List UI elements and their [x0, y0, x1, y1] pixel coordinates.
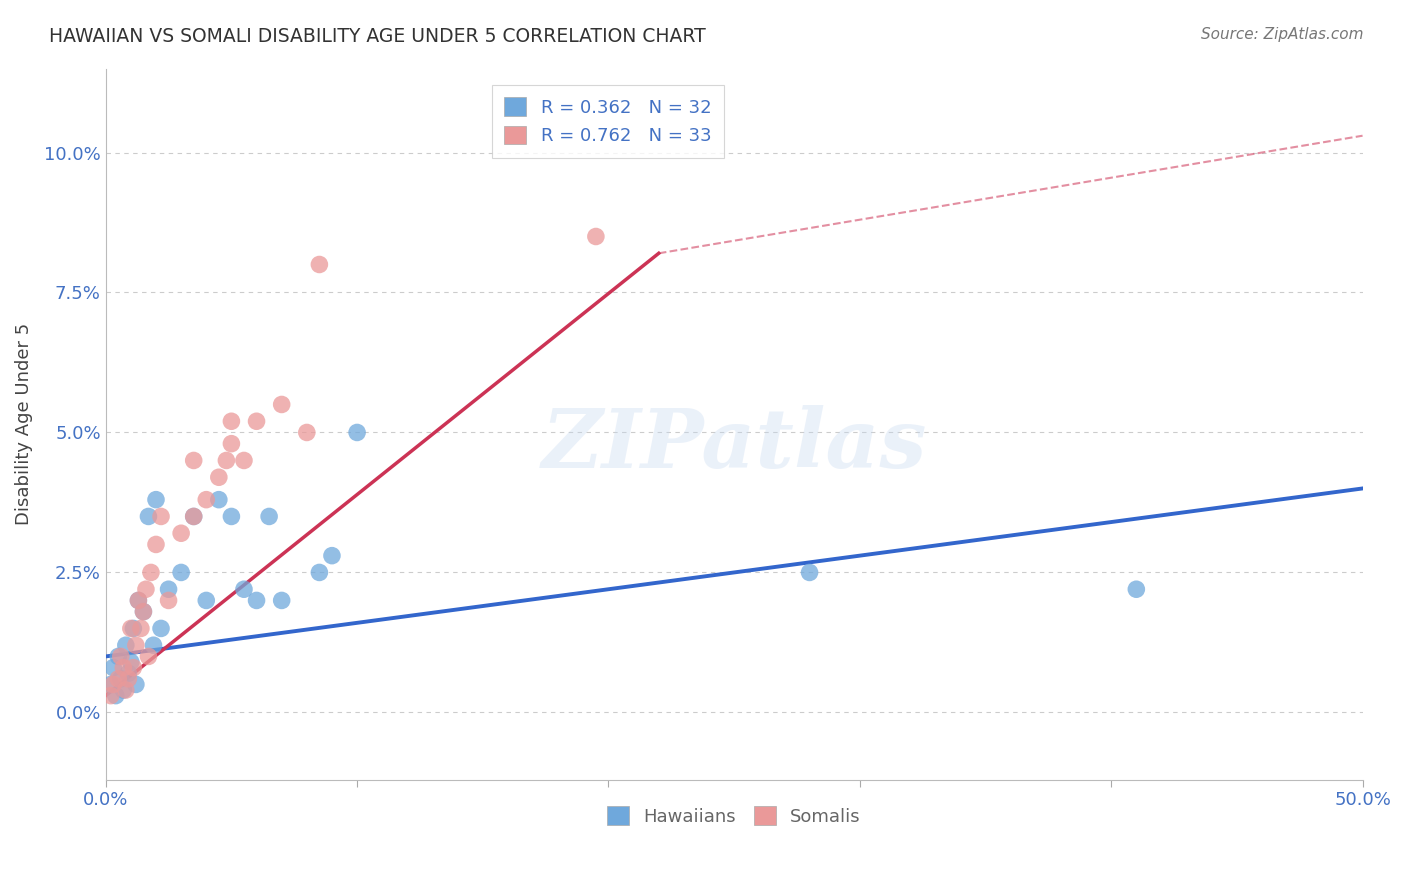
Point	[270, 593, 292, 607]
Point	[138, 509, 160, 524]
Point	[104, 689, 127, 703]
Point	[308, 566, 330, 580]
Point	[157, 593, 180, 607]
Point	[157, 582, 180, 597]
Point	[150, 509, 173, 524]
Text: Source: ZipAtlas.com: Source: ZipAtlas.com	[1201, 27, 1364, 42]
Point	[215, 453, 238, 467]
Point	[145, 537, 167, 551]
Point	[221, 436, 243, 450]
Point	[233, 453, 256, 467]
Point	[346, 425, 368, 440]
Y-axis label: Disability Age Under 5: Disability Age Under 5	[15, 323, 32, 525]
Point	[233, 582, 256, 597]
Point	[122, 660, 145, 674]
Point	[208, 470, 231, 484]
Point	[132, 605, 155, 619]
Point	[221, 509, 243, 524]
Legend: Hawaiians, Somalis: Hawaiians, Somalis	[599, 797, 870, 835]
Point	[114, 638, 136, 652]
Point	[585, 229, 607, 244]
Point	[103, 660, 125, 674]
Point	[257, 509, 280, 524]
Point	[129, 622, 152, 636]
Point	[110, 649, 132, 664]
Point	[100, 689, 122, 703]
Point	[183, 453, 205, 467]
Point	[117, 672, 139, 686]
Point	[112, 683, 135, 698]
Point	[120, 622, 142, 636]
Point	[127, 593, 149, 607]
Point	[135, 582, 157, 597]
Point	[120, 655, 142, 669]
Point	[221, 414, 243, 428]
Point	[295, 425, 318, 440]
Point	[103, 677, 125, 691]
Point	[125, 638, 148, 652]
Point	[145, 492, 167, 507]
Point	[321, 549, 343, 563]
Point	[114, 683, 136, 698]
Point	[117, 666, 139, 681]
Point	[270, 397, 292, 411]
Point	[110, 672, 132, 686]
Point	[799, 566, 821, 580]
Point	[195, 593, 218, 607]
Point	[170, 526, 193, 541]
Text: HAWAIIAN VS SOMALI DISABILITY AGE UNDER 5 CORRELATION CHART: HAWAIIAN VS SOMALI DISABILITY AGE UNDER …	[49, 27, 706, 45]
Point	[183, 509, 205, 524]
Point	[125, 677, 148, 691]
Point	[308, 258, 330, 272]
Point	[170, 566, 193, 580]
Point	[142, 638, 165, 652]
Point	[107, 649, 129, 664]
Point	[183, 509, 205, 524]
Point	[245, 414, 267, 428]
Point	[132, 605, 155, 619]
Point	[100, 677, 122, 691]
Point	[122, 622, 145, 636]
Text: ZIPatlas: ZIPatlas	[541, 405, 927, 485]
Point	[127, 593, 149, 607]
Point	[138, 649, 160, 664]
Point	[139, 566, 162, 580]
Point	[195, 492, 218, 507]
Point	[1125, 582, 1147, 597]
Point	[245, 593, 267, 607]
Point	[208, 492, 231, 507]
Point	[107, 672, 129, 686]
Point	[112, 660, 135, 674]
Point	[150, 622, 173, 636]
